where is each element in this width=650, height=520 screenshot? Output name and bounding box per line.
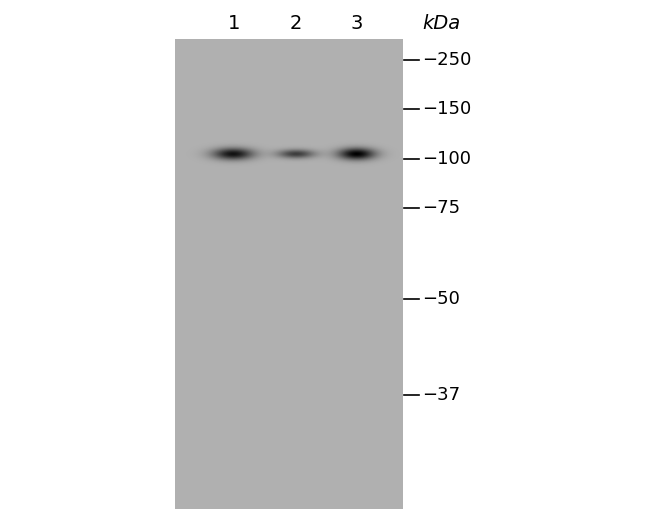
Text: −100: −100 bbox=[422, 150, 471, 167]
Text: 3: 3 bbox=[350, 14, 363, 33]
Text: 1: 1 bbox=[227, 14, 240, 33]
Text: 2: 2 bbox=[289, 14, 302, 33]
Text: kDa: kDa bbox=[422, 14, 461, 33]
Text: −50: −50 bbox=[422, 290, 460, 308]
Text: −250: −250 bbox=[422, 51, 472, 69]
Text: −150: −150 bbox=[422, 100, 472, 118]
Text: −75: −75 bbox=[422, 199, 461, 217]
Text: −37: −37 bbox=[422, 386, 461, 404]
